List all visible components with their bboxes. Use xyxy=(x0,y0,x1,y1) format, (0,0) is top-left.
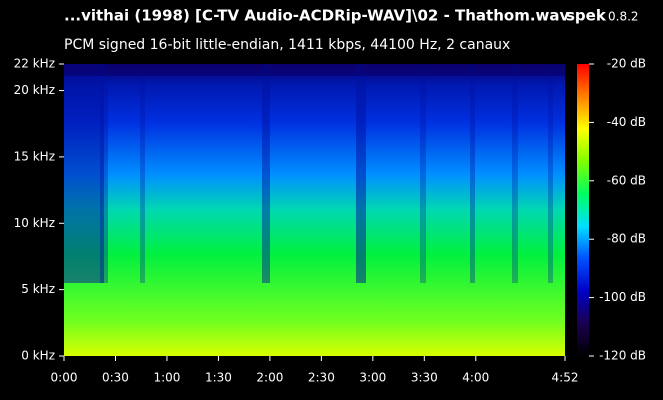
colorbar-tick-label: -20 dB xyxy=(607,57,646,71)
y-tick-label: 5 kHz xyxy=(21,282,55,296)
x-tick-label: 1:00 xyxy=(153,371,180,385)
streak xyxy=(512,64,518,283)
streak xyxy=(420,64,426,283)
x-tick-label: 0:30 xyxy=(102,371,129,385)
y-tick-label: 20 kHz xyxy=(14,83,55,97)
x-tick-label: 3:30 xyxy=(411,371,438,385)
x-tick-label: 4:00 xyxy=(462,371,489,385)
x-tick-label: 2:00 xyxy=(256,371,283,385)
spectrogram-image xyxy=(64,64,565,356)
y-tick-label: 0 kHz xyxy=(21,349,55,363)
colorbar-tick-label: -100 dB xyxy=(599,290,646,304)
subtitle: PCM signed 16-bit little-endian, 1411 kb… xyxy=(64,37,510,53)
colorbar-tick-label: -60 dB xyxy=(607,173,646,187)
streak xyxy=(356,64,366,283)
app-version: 0.8.2 xyxy=(608,10,639,24)
x-tick-label: 2:30 xyxy=(308,371,335,385)
colorbar-tick-label: -120 dB xyxy=(599,349,646,363)
title: ...vithai (1998) [C-TV Audio-ACDRip-WAV]… xyxy=(64,7,570,25)
streak xyxy=(262,64,270,283)
y-tick-label: 10 kHz xyxy=(14,216,55,230)
colorbar-tick-label: -80 dB xyxy=(607,232,646,246)
colorbar-tick-label: -40 dB xyxy=(607,115,646,129)
streak xyxy=(548,64,553,283)
streak xyxy=(470,64,475,283)
colorbar xyxy=(577,64,589,356)
x-tick-label: 0:00 xyxy=(51,371,78,385)
streak xyxy=(64,64,104,283)
x-tick-label: 1:30 xyxy=(205,371,232,385)
y-tick-label: 15 kHz xyxy=(14,149,55,163)
y-tick-label: 22 kHz xyxy=(14,57,55,71)
app-name: spek xyxy=(566,7,607,25)
streak xyxy=(140,64,145,283)
x-tick-label: 4:52 xyxy=(552,371,579,385)
x-tick-label: 3:00 xyxy=(359,371,386,385)
spectrogram xyxy=(64,64,565,356)
streak xyxy=(100,64,108,283)
top-band xyxy=(64,64,565,76)
